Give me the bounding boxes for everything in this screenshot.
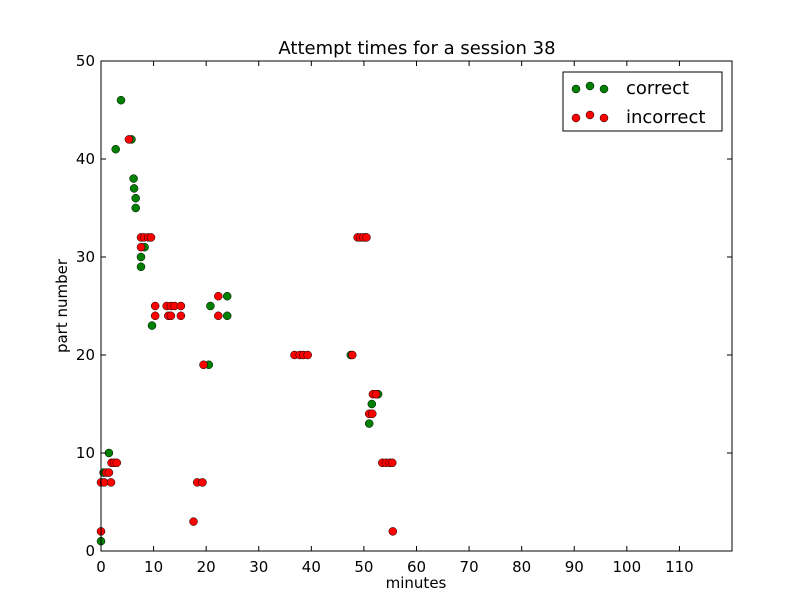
point-correct-16 — [222, 291, 232, 301]
point-incorrect-26 — [198, 478, 207, 487]
point-incorrect-38 — [362, 233, 371, 242]
point-incorrect-22 — [176, 301, 186, 311]
point-incorrect-8 — [112, 458, 122, 468]
point-incorrect-24 — [189, 517, 198, 526]
point-incorrect-5 — [106, 478, 116, 487]
plot-area — [101, 61, 732, 551]
point-incorrect-16 — [150, 311, 160, 321]
x-tick-label: 40 — [302, 558, 321, 576]
y-axis-label: part number — [53, 258, 71, 353]
y-tick-label: 10 — [76, 444, 95, 462]
ticks-layer: 0 10 20 30 40 50 60 70 80 90 100 110 0 10 20 30 40 50 — [76, 52, 732, 576]
point-incorrect-15 — [150, 301, 160, 311]
point-incorrect-11 — [136, 242, 146, 252]
point-incorrect-14 — [146, 233, 156, 242]
y-tick-label: 50 — [76, 52, 95, 70]
point-incorrect-4 — [104, 468, 114, 477]
x-tick-label: 30 — [249, 558, 268, 576]
x-tick-label: 60 — [407, 558, 426, 576]
legend: correct incorrect — [562, 71, 723, 132]
point-incorrect-34 — [348, 350, 357, 360]
x-axis-label: minutes — [386, 574, 447, 592]
legend-incorrect-label: incorrect — [626, 107, 705, 128]
point-correct-10 — [136, 252, 146, 262]
legend-incorrect-marker — [599, 113, 609, 123]
point-incorrect-33 — [303, 350, 312, 360]
point-correct-20 — [364, 419, 374, 428]
y-tick-label: 40 — [76, 150, 95, 168]
point-correct-7 — [129, 184, 139, 193]
point-incorrect-40 — [368, 409, 377, 419]
point-correct-17 — [222, 311, 232, 321]
point-incorrect-27 — [199, 360, 208, 370]
point-incorrect-47 — [388, 527, 398, 536]
legend-incorrect-marker — [585, 110, 595, 120]
point-correct-21 — [367, 399, 377, 409]
x-tick-label: 80 — [512, 558, 531, 576]
legend-incorrect-marker — [571, 113, 581, 123]
x-tick-label: 10 — [144, 558, 163, 576]
chart-title: Attempt times for a session 38 — [278, 38, 555, 59]
point-correct-15 — [206, 301, 215, 311]
x-tick-label: 50 — [354, 558, 373, 576]
x-tick-label: 110 — [665, 558, 694, 576]
point-incorrect-28 — [214, 291, 223, 301]
y-tick-label: 0 — [85, 542, 95, 560]
x-tick-label: 90 — [565, 558, 584, 576]
legend-correct-marker — [599, 84, 609, 94]
point-incorrect-9 — [124, 135, 134, 144]
point-incorrect-29 — [214, 311, 223, 321]
legend-correct-marker — [585, 81, 595, 91]
y-tick-label: 30 — [76, 248, 95, 266]
point-correct-11 — [136, 262, 146, 272]
point-correct-6 — [129, 174, 138, 183]
x-tick-label: 0 — [96, 558, 106, 576]
point-incorrect-46 — [388, 458, 397, 468]
point-incorrect-19 — [166, 311, 176, 321]
points-layer — [96, 95, 398, 546]
point-correct-3 — [111, 144, 120, 154]
legend-correct-label: correct — [626, 78, 689, 99]
point-incorrect-23 — [176, 311, 186, 321]
point-correct-13 — [147, 321, 157, 330]
x-tick-label: 70 — [460, 558, 479, 576]
point-incorrect-42 — [371, 389, 381, 399]
point-correct-8 — [131, 193, 140, 203]
legend-correct-marker — [571, 84, 581, 94]
point-correct-2 — [104, 448, 114, 458]
point-correct-4 — [116, 95, 126, 105]
x-tick-label: 20 — [197, 558, 216, 576]
point-correct-9 — [131, 203, 140, 213]
x-tick-label: 100 — [613, 558, 642, 576]
y-tick-label: 20 — [76, 346, 95, 364]
